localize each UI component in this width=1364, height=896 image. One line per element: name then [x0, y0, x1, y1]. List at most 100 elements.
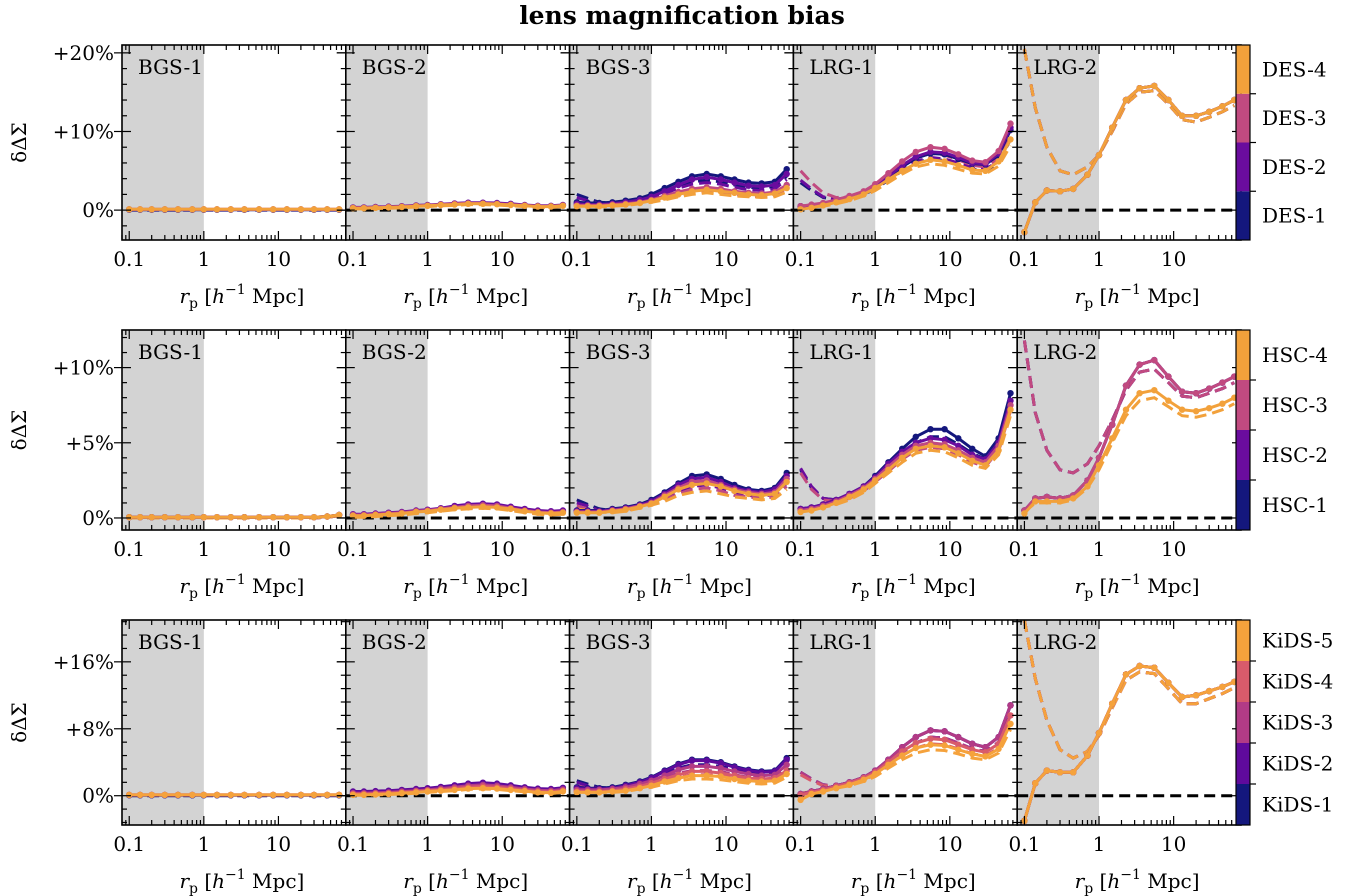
- data-point: [609, 788, 616, 795]
- x-tick-label: 10: [937, 537, 962, 561]
- x-axis-label: rp [h−1 Mpc]: [179, 867, 304, 896]
- data-point: [675, 761, 682, 768]
- data-point: [783, 756, 790, 763]
- data-point: [995, 158, 1002, 165]
- y-tick-label: 0%: [82, 506, 114, 530]
- data-point: [912, 160, 919, 167]
- x-tick-label: 1: [421, 247, 434, 271]
- x-axis-label: rp [h−1 Mpc]: [1075, 867, 1200, 896]
- data-point: [703, 763, 710, 770]
- data-point: [255, 514, 263, 521]
- data-point: [126, 514, 133, 521]
- colorbar-label: KiDS-3: [1262, 711, 1333, 735]
- data-point: [808, 204, 815, 211]
- x-tick-label: 10: [490, 832, 515, 856]
- data-point: [927, 442, 934, 449]
- data-point: [745, 490, 752, 498]
- data-point: [1084, 752, 1091, 759]
- data-point: [912, 739, 919, 747]
- x-tick-label: 10: [266, 832, 291, 856]
- series-dashed-des-1: [576, 175, 788, 205]
- x-tick-label: 10: [713, 247, 738, 271]
- data-point: [969, 157, 976, 164]
- data-point: [1192, 692, 1200, 699]
- data-point: [372, 204, 379, 211]
- data-point: [174, 514, 182, 521]
- x-tick-label: 0.1: [785, 247, 817, 271]
- data-point: [1151, 356, 1158, 364]
- data-point: [731, 775, 738, 783]
- data-point: [1122, 671, 1130, 678]
- data-point: [310, 206, 318, 213]
- data-point: [927, 741, 934, 748]
- data-point: [1109, 435, 1116, 442]
- data-point: [609, 508, 616, 515]
- data-point: [189, 791, 196, 799]
- data-point: [703, 480, 710, 487]
- y-axis-label: δΔΣ: [7, 122, 31, 163]
- data-point: [412, 508, 420, 516]
- data-point: [941, 436, 948, 443]
- data-point: [451, 201, 458, 208]
- x-tick-label: 1: [197, 832, 210, 856]
- data-point: [161, 206, 168, 213]
- data-point: [1165, 679, 1172, 686]
- data-point: [349, 791, 357, 799]
- data-point: [955, 746, 962, 753]
- colorbar-segment: [1236, 743, 1250, 784]
- x-tick-label: 0.1: [1009, 247, 1041, 271]
- data-point: [1007, 702, 1014, 709]
- data-point: [372, 791, 379, 798]
- x-tick-label: 0.1: [561, 537, 593, 561]
- data-point: [1178, 112, 1186, 120]
- colorbar-segment: [1236, 330, 1250, 380]
- data-point: [465, 200, 472, 207]
- data-point: [941, 736, 948, 743]
- x-axis-label: rp [h−1 Mpc]: [179, 572, 304, 602]
- data-point: [648, 782, 655, 789]
- data-point: [955, 733, 962, 741]
- data-point: [885, 170, 892, 177]
- data-point: [1007, 390, 1014, 397]
- data-point: [941, 145, 948, 152]
- data-point: [912, 153, 919, 160]
- panel-hsc-bgs-1: 0.1 1 10 BGS-1 rp [h−1 Mpc]: [113, 329, 347, 602]
- data-point: [955, 151, 962, 158]
- colorbar-label: DES-2: [1262, 155, 1327, 179]
- data-point: [797, 206, 804, 213]
- panel-hsc-bgs-2: 0.1 1 10 BGS-2 rp [h−1 Mpc]: [336, 329, 571, 602]
- x-tick-label: 1: [1093, 247, 1106, 271]
- y-tick-label: +5%: [66, 431, 115, 455]
- data-point: [547, 789, 555, 796]
- data-point: [584, 203, 591, 210]
- data-point: [1032, 780, 1039, 787]
- data-point: [758, 183, 765, 190]
- colorbar-label: KiDS-5: [1262, 629, 1333, 653]
- data-point: [521, 508, 528, 515]
- data-point: [398, 510, 405, 517]
- series-dashed-hsc-4: [576, 488, 788, 515]
- data-point: [860, 486, 867, 493]
- panel-label: BGS-3: [586, 340, 651, 364]
- data-point: [573, 789, 580, 796]
- x-axis-label: rp [h−1 Mpc]: [403, 867, 528, 896]
- data-point: [675, 774, 682, 782]
- data-point: [1007, 120, 1014, 127]
- data-point: [161, 514, 168, 521]
- colorbar-label: DES-4: [1262, 57, 1327, 81]
- y-tick-label: +16%: [53, 650, 114, 674]
- x-tick-label: 1: [1093, 537, 1106, 561]
- panel-hsc-lrg-1: 0.1 1 10 LRG-1 rp [h−1 Mpc]: [784, 329, 1019, 602]
- data-point: [493, 785, 501, 792]
- x-axis-label: rp [h−1 Mpc]: [1075, 282, 1200, 312]
- data-point: [174, 206, 182, 213]
- data-point: [360, 512, 368, 519]
- row-des: 0.1 1 10 BGS-1 rp [h−1 Mpc] 0.1 1 10 BGS-2 rp [h−…: [7, 41, 1327, 312]
- data-point: [969, 740, 976, 747]
- data-point: [995, 447, 1002, 454]
- data-point: [1136, 662, 1143, 670]
- data-point: [745, 191, 752, 198]
- data-point: [1192, 408, 1200, 415]
- data-point: [189, 514, 196, 521]
